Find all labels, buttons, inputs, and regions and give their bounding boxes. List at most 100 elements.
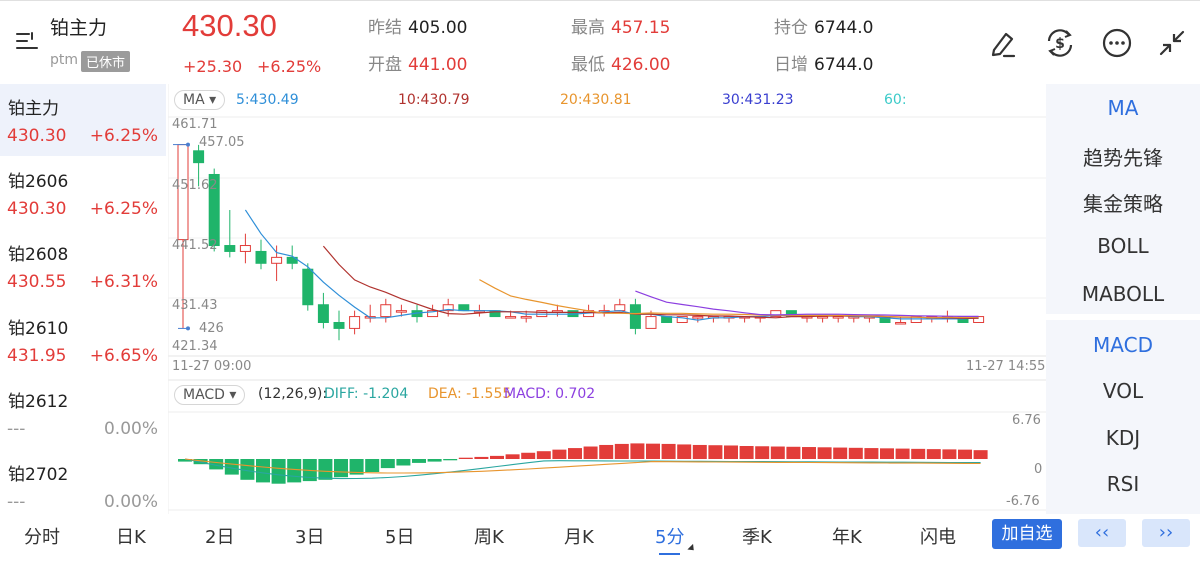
- tab-5min[interactable]: 5分: [655, 523, 698, 555]
- macd-y-tick: 6.76: [1012, 413, 1041, 428]
- macd-bar: [958, 449, 972, 459]
- indicator-rsi[interactable]: RSI: [1106, 472, 1140, 496]
- macd-bar: [568, 448, 582, 459]
- contract-item-main[interactable]: 铂主力 430.30 +6.25%: [0, 84, 166, 156]
- macd-bar: [396, 459, 411, 466]
- candle-body: [895, 321, 907, 325]
- macd-bar: [552, 449, 567, 459]
- indicator-vol[interactable]: VOL: [1102, 379, 1144, 403]
- contract-code: ptm: [50, 52, 79, 68]
- top-border: [0, 0, 1200, 1]
- contract-item-2606[interactable]: 铂2606 430.30 +6.25%: [0, 157, 166, 229]
- low-marker-dot: [186, 326, 190, 331]
- macd-bar: [817, 447, 832, 459]
- tab-intraday[interactable]: 分时: [24, 527, 60, 548]
- tab-2day[interactable]: 2日: [205, 527, 235, 548]
- contract-item-2610[interactable]: 铂2610 431.95 +6.65%: [0, 304, 166, 376]
- add-watchlist-button[interactable]: 加自选: [992, 519, 1062, 549]
- draw-pen-icon[interactable]: [986, 26, 1020, 60]
- macd-bar: [786, 446, 801, 459]
- macd-bar: [739, 446, 754, 459]
- contract-item-2612[interactable]: 铂2612 --- 0.00%: [0, 377, 166, 449]
- contract-name: 铂2608: [8, 245, 69, 265]
- macd-bar: [365, 459, 380, 472]
- macd-bar: [848, 447, 863, 459]
- low-marker-label: 426: [199, 321, 224, 336]
- indicator-boll[interactable]: BOLL: [1097, 234, 1149, 258]
- contract-pct: +6.25%: [89, 199, 158, 219]
- candle-body: [380, 304, 392, 318]
- macd-bar: [911, 448, 926, 459]
- contract-price: 431.95: [7, 346, 67, 366]
- indicator-strategy[interactable]: 集金策略: [1083, 192, 1163, 216]
- macd-bar: [318, 459, 333, 480]
- macd-params: (12,26,9):: [258, 386, 328, 402]
- tab-flash[interactable]: 闪电: [920, 527, 956, 548]
- candle-body: [676, 316, 688, 323]
- sub-indicator-select[interactable]: MACD ▾: [174, 385, 246, 405]
- svg-text:$: $: [1055, 36, 1065, 52]
- contract-item-2702[interactable]: 铂2702 --- 0.00%: [0, 450, 166, 522]
- tab-yearly-k[interactable]: 年K: [832, 527, 862, 548]
- currency-exchange-icon[interactable]: $: [1043, 26, 1077, 60]
- chart-area: MA ▾ 5:430.49 10:430.79 20:430.81 30:431…: [168, 84, 1046, 514]
- tab-3day[interactable]: 3日: [295, 527, 325, 548]
- tab-weekly-k[interactable]: 周K: [474, 527, 504, 548]
- candle-body: [629, 304, 641, 329]
- collapse-arrows-icon[interactable]: [1155, 26, 1189, 60]
- contract-pct: 0.00%: [103, 492, 158, 512]
- y-tick-label: 441.52: [172, 238, 218, 253]
- macd-bar: [599, 444, 614, 459]
- next-button[interactable]: ››: [1142, 519, 1190, 547]
- contract-pct: +6.65%: [89, 346, 158, 366]
- contract-price: ---: [7, 492, 26, 512]
- tab-daily-k[interactable]: 日K: [116, 527, 146, 548]
- y-tick-label: 421.34: [172, 339, 218, 354]
- candle-body: [770, 310, 782, 318]
- contract-name: 铂2702: [8, 465, 69, 485]
- ma60-value: 60:: [884, 92, 907, 108]
- tab-monthly-k[interactable]: 月K: [564, 527, 594, 548]
- macd-dea: DEA: -1.555: [428, 386, 512, 402]
- stat-open: 开盘 441.00: [368, 55, 468, 75]
- macd-bar: [490, 455, 504, 459]
- contract-item-2608[interactable]: 铂2608 430.55 +6.31%: [0, 230, 166, 302]
- candle-body: [817, 316, 829, 319]
- macd-bar: [926, 449, 941, 459]
- contract-name: 铂主力: [8, 99, 59, 119]
- macd-bar: [833, 447, 848, 459]
- contract-pct: +6.25%: [89, 126, 158, 146]
- main-indicator-select[interactable]: MA ▾: [174, 90, 226, 110]
- prev-button[interactable]: ‹‹: [1078, 519, 1126, 547]
- candle-body: [442, 304, 454, 312]
- candlestick-chart[interactable]: [168, 84, 1046, 514]
- panel-divider: [1046, 314, 1200, 320]
- contract-name: 铂2610: [8, 319, 69, 339]
- ma5-value: 5:430.49: [236, 92, 299, 108]
- macd-diff: DIFF: -1.204: [324, 386, 409, 402]
- indicator-ma[interactable]: MA: [1107, 96, 1139, 120]
- filter-menu-icon[interactable]: [14, 30, 40, 52]
- contract-price: ---: [7, 419, 26, 439]
- indicator-kdj[interactable]: KDJ: [1105, 426, 1141, 450]
- indicator-macd[interactable]: MACD: [1093, 333, 1153, 357]
- more-dots-icon[interactable]: [1100, 26, 1134, 60]
- stat-low: 最低 426.00: [571, 55, 671, 75]
- macd-bar: [614, 443, 629, 459]
- indicator-maboll[interactable]: MABOLL: [1081, 282, 1165, 306]
- period-tabs: 分时 日K 2日 3日 5日 周K 月K 5分 季K 年K 闪电: [0, 514, 1200, 570]
- macd-bar: [334, 459, 348, 478]
- y-tick-label: 461.71: [172, 117, 218, 132]
- indicator-trend[interactable]: 趋势先锋: [1083, 146, 1163, 170]
- stat-prev-close: 昨结 405.00: [368, 18, 468, 38]
- macd-bar: [755, 446, 770, 459]
- tab-5day[interactable]: 5日: [385, 527, 415, 548]
- macd-bar: [427, 459, 442, 462]
- macd-bar: [474, 456, 489, 459]
- candle-body: [224, 245, 236, 252]
- tab-quarterly-k[interactable]: 季K: [742, 527, 772, 548]
- macd-bar: [942, 449, 957, 459]
- candle-body: [520, 316, 532, 319]
- ma30-line: [635, 290, 979, 317]
- macd-bar: [287, 459, 302, 483]
